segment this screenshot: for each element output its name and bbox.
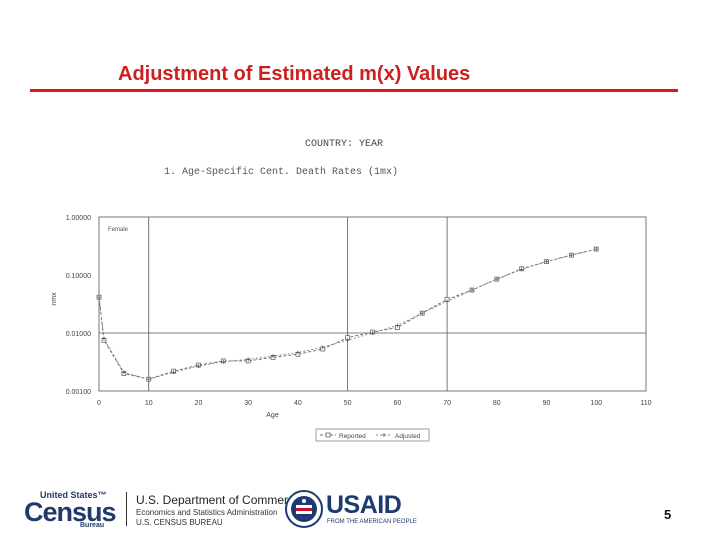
data-point-adjusted bbox=[519, 267, 524, 272]
data-point-adjusted bbox=[395, 323, 400, 328]
data-point-adjusted bbox=[196, 363, 201, 368]
commerce-line-3: U.S. CENSUS BUREAU bbox=[136, 518, 223, 527]
y-tick-label: 0.00100 bbox=[66, 389, 91, 396]
x-tick-label: 0 bbox=[97, 400, 101, 407]
data-point-adjusted bbox=[295, 350, 300, 355]
data-point-adjusted bbox=[594, 247, 599, 252]
data-point-adjusted bbox=[345, 338, 350, 343]
data-point-adjusted bbox=[320, 345, 325, 350]
x-tick-label: 20 bbox=[195, 400, 203, 407]
x-tick-label: 40 bbox=[294, 400, 302, 407]
data-point-adjusted bbox=[246, 357, 251, 362]
census-bureau-label: Bureau bbox=[80, 522, 105, 529]
x-tick-label: 70 bbox=[443, 400, 451, 407]
death-rates-chart: 0 10 20 30 40 50 60 70 80 90 100 110 0.00100 0.01000 0… bbox=[51, 215, 652, 442]
x-tick-label: 50 bbox=[344, 400, 352, 407]
data-point-adjusted bbox=[146, 377, 151, 382]
legend-box bbox=[315, 428, 430, 442]
usaid-seal-icon bbox=[285, 490, 323, 528]
x-tick-label: 90 bbox=[543, 400, 551, 407]
usaid-tagline: FROM THE AMERICAN PEOPLE bbox=[327, 519, 417, 525]
data-point-adjusted bbox=[544, 259, 549, 264]
data-point-adjusted bbox=[420, 311, 425, 316]
y-tick-label: 0.01000 bbox=[66, 331, 91, 338]
legend-label-adjusted: Adjusted bbox=[395, 433, 421, 440]
usaid-logo-word: USAID bbox=[326, 491, 402, 519]
data-point-adjusted bbox=[370, 331, 375, 335]
page-number: 5 bbox=[664, 507, 672, 522]
chart-heading: COUNTRY: YEAR bbox=[305, 139, 384, 150]
y-axis-label: nmx bbox=[51, 292, 58, 306]
chart-legend: Reported Adjusted bbox=[315, 428, 430, 442]
panel-label: Female bbox=[108, 227, 129, 233]
data-point-adjusted bbox=[569, 253, 574, 258]
data-point-adjusted bbox=[101, 336, 106, 341]
x-tick-label: 110 bbox=[640, 400, 651, 407]
title-rule bbox=[30, 89, 678, 92]
data-point-adjusted bbox=[271, 354, 276, 359]
commerce-line-1: U.S. Department of Commerce bbox=[136, 493, 301, 507]
census-top-label: United States™ bbox=[40, 490, 107, 500]
x-tick-label: 10 bbox=[145, 400, 153, 407]
x-axis-label: Age bbox=[266, 412, 279, 419]
slide-title: Adjustment of Estimated m(x) Values bbox=[118, 63, 471, 85]
legend-label-reported: Reported bbox=[339, 433, 366, 440]
x-tick-label: 100 bbox=[590, 400, 602, 407]
chart-subheading: 1. Age-Specific Cent. Death Rates (1mx) bbox=[164, 167, 399, 178]
plot-frame bbox=[98, 216, 647, 392]
data-point-adjusted bbox=[121, 370, 126, 375]
y-tick-label: 0.10000 bbox=[66, 273, 91, 280]
census-logo-word: Census bbox=[24, 497, 117, 527]
legend-marker-reported bbox=[325, 432, 331, 438]
data-point-adjusted bbox=[469, 288, 474, 293]
logo-divider bbox=[126, 492, 127, 526]
x-tick-label: 80 bbox=[493, 400, 501, 407]
data-point-adjusted bbox=[221, 359, 226, 364]
x-tick-label: 60 bbox=[393, 400, 401, 407]
data-point-adjusted bbox=[445, 299, 450, 304]
y-tick-label: 1.00000 bbox=[66, 215, 91, 222]
series-line-adjusted bbox=[98, 248, 597, 380]
data-point-adjusted bbox=[171, 370, 176, 375]
x-tick-label: 30 bbox=[244, 400, 252, 407]
data-point-adjusted bbox=[494, 277, 499, 282]
data-point-adjusted bbox=[97, 295, 101, 300]
commerce-line-2: Economics and Statistics Administration bbox=[136, 508, 278, 517]
